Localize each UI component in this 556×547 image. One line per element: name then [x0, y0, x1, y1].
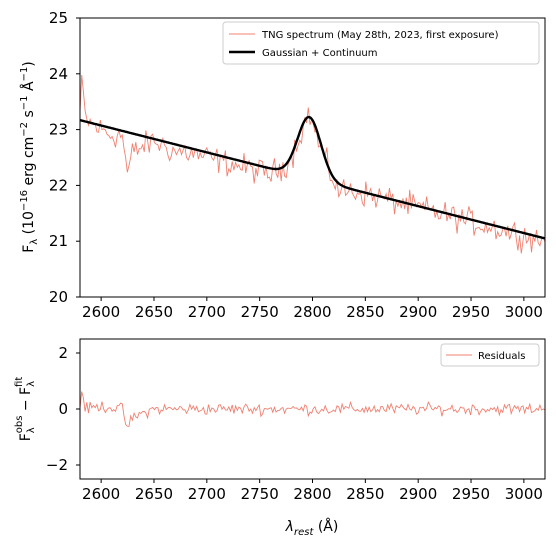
ylabel-exp16: −16	[19, 190, 30, 211]
residuals-xtick-label: 2650	[135, 485, 173, 503]
residuals-ytick-label: 2	[58, 344, 68, 362]
spectrum-xtick-label: 2800	[293, 303, 331, 321]
spectrum-xtick-label: 2750	[241, 303, 279, 321]
spectrum-panel: 2600 2650 2700 2750 2800 2850 2900 2950 3000 20 2…	[19, 9, 546, 321]
x-axis-label: λrest (Å)	[285, 518, 339, 538]
ylabel-open: (10	[21, 211, 37, 239]
res-ylabel-lambda-sub: λ	[26, 427, 37, 433]
spectrum-xtick-label: 2850	[346, 303, 384, 321]
residuals-xtick-label: 2900	[399, 485, 437, 503]
ylabel-f: F	[21, 245, 37, 253]
res-ylabel-f1: F	[18, 433, 34, 441]
residuals-xtick-label: 2700	[188, 485, 226, 503]
res-ylabel-minus: − F	[18, 387, 34, 416]
spectrum-legend: TNG spectrum (May 28th, 2023, first expo…	[222, 21, 540, 65]
residuals-xtick-label: 2800	[293, 485, 331, 503]
residuals-y-axis-label: Fλobs − Fλfit	[14, 377, 37, 442]
residuals-legend: Residuals	[440, 343, 540, 367]
spectrum-xtick-label: 2950	[452, 303, 490, 321]
xlabel-lambda: λ	[285, 519, 294, 535]
ylabel-lambda-sub: λ	[29, 239, 40, 245]
residuals-xtick-label: 3000	[505, 485, 543, 503]
spectrum-ytick-label: 20	[49, 288, 68, 306]
spectrum-ytick-label: 21	[49, 232, 68, 250]
residuals-xtick-label: 2750	[241, 485, 279, 503]
spectrum-ytick-label: 24	[49, 65, 68, 83]
ylabel-close: )	[21, 61, 37, 66]
ylabel-erg: erg cm	[21, 137, 37, 190]
res-ylabel-lambda2-sub: λ	[26, 381, 37, 387]
spectrum-xtick-label: 2600	[82, 303, 120, 321]
ylabel-exp1b: −1	[19, 67, 30, 82]
residuals-xtick-label: 2850	[346, 485, 384, 503]
fit-series-line	[80, 115, 545, 240]
residuals-panel: 2600 2650 2700 2750 2800 2850 2900 2950 3000 −2 0…	[14, 338, 546, 538]
spectrum-xtick-label: 2650	[135, 303, 173, 321]
spectrum-ytick-label: 23	[49, 121, 68, 139]
legend-label-residuals: Residuals	[478, 351, 525, 362]
ylabel-exp2: −2	[19, 122, 30, 137]
spectrum-xtick-label: 3000	[505, 303, 543, 321]
spectrum-ytick-label: 25	[49, 9, 68, 27]
ylabel-exp1: −1	[19, 95, 30, 110]
xlabel-unit: (Å)	[313, 518, 338, 535]
residuals-ytick-label: −2	[46, 456, 68, 474]
legend-label-spectrum: TNG spectrum (May 28th, 2023, first expo…	[261, 30, 499, 41]
residuals-xtick-label: 2600	[82, 485, 120, 503]
residuals-xtick-label: 2950	[452, 485, 490, 503]
legend-label-fit: Gaussian + Continuum	[262, 48, 378, 59]
residuals-series-line	[80, 391, 545, 427]
res-ylabel-fit-sup: fit	[14, 377, 25, 387]
spectrum-xtick-label: 2700	[188, 303, 226, 321]
spectrum-xtick-label: 2900	[399, 303, 437, 321]
ylabel-s: s	[21, 110, 37, 122]
ylabel-ang: Å	[20, 81, 37, 95]
spectrum-ytick-label: 22	[49, 176, 68, 194]
res-ylabel-obs-sup: obs	[14, 416, 25, 434]
residuals-ytick-label: 0	[58, 400, 68, 418]
xlabel-rest-sub: rest	[294, 527, 314, 538]
spectrum-y-axis-label: Fλ (10−16 erg cm−2 s−1 Å−1)	[19, 61, 40, 253]
